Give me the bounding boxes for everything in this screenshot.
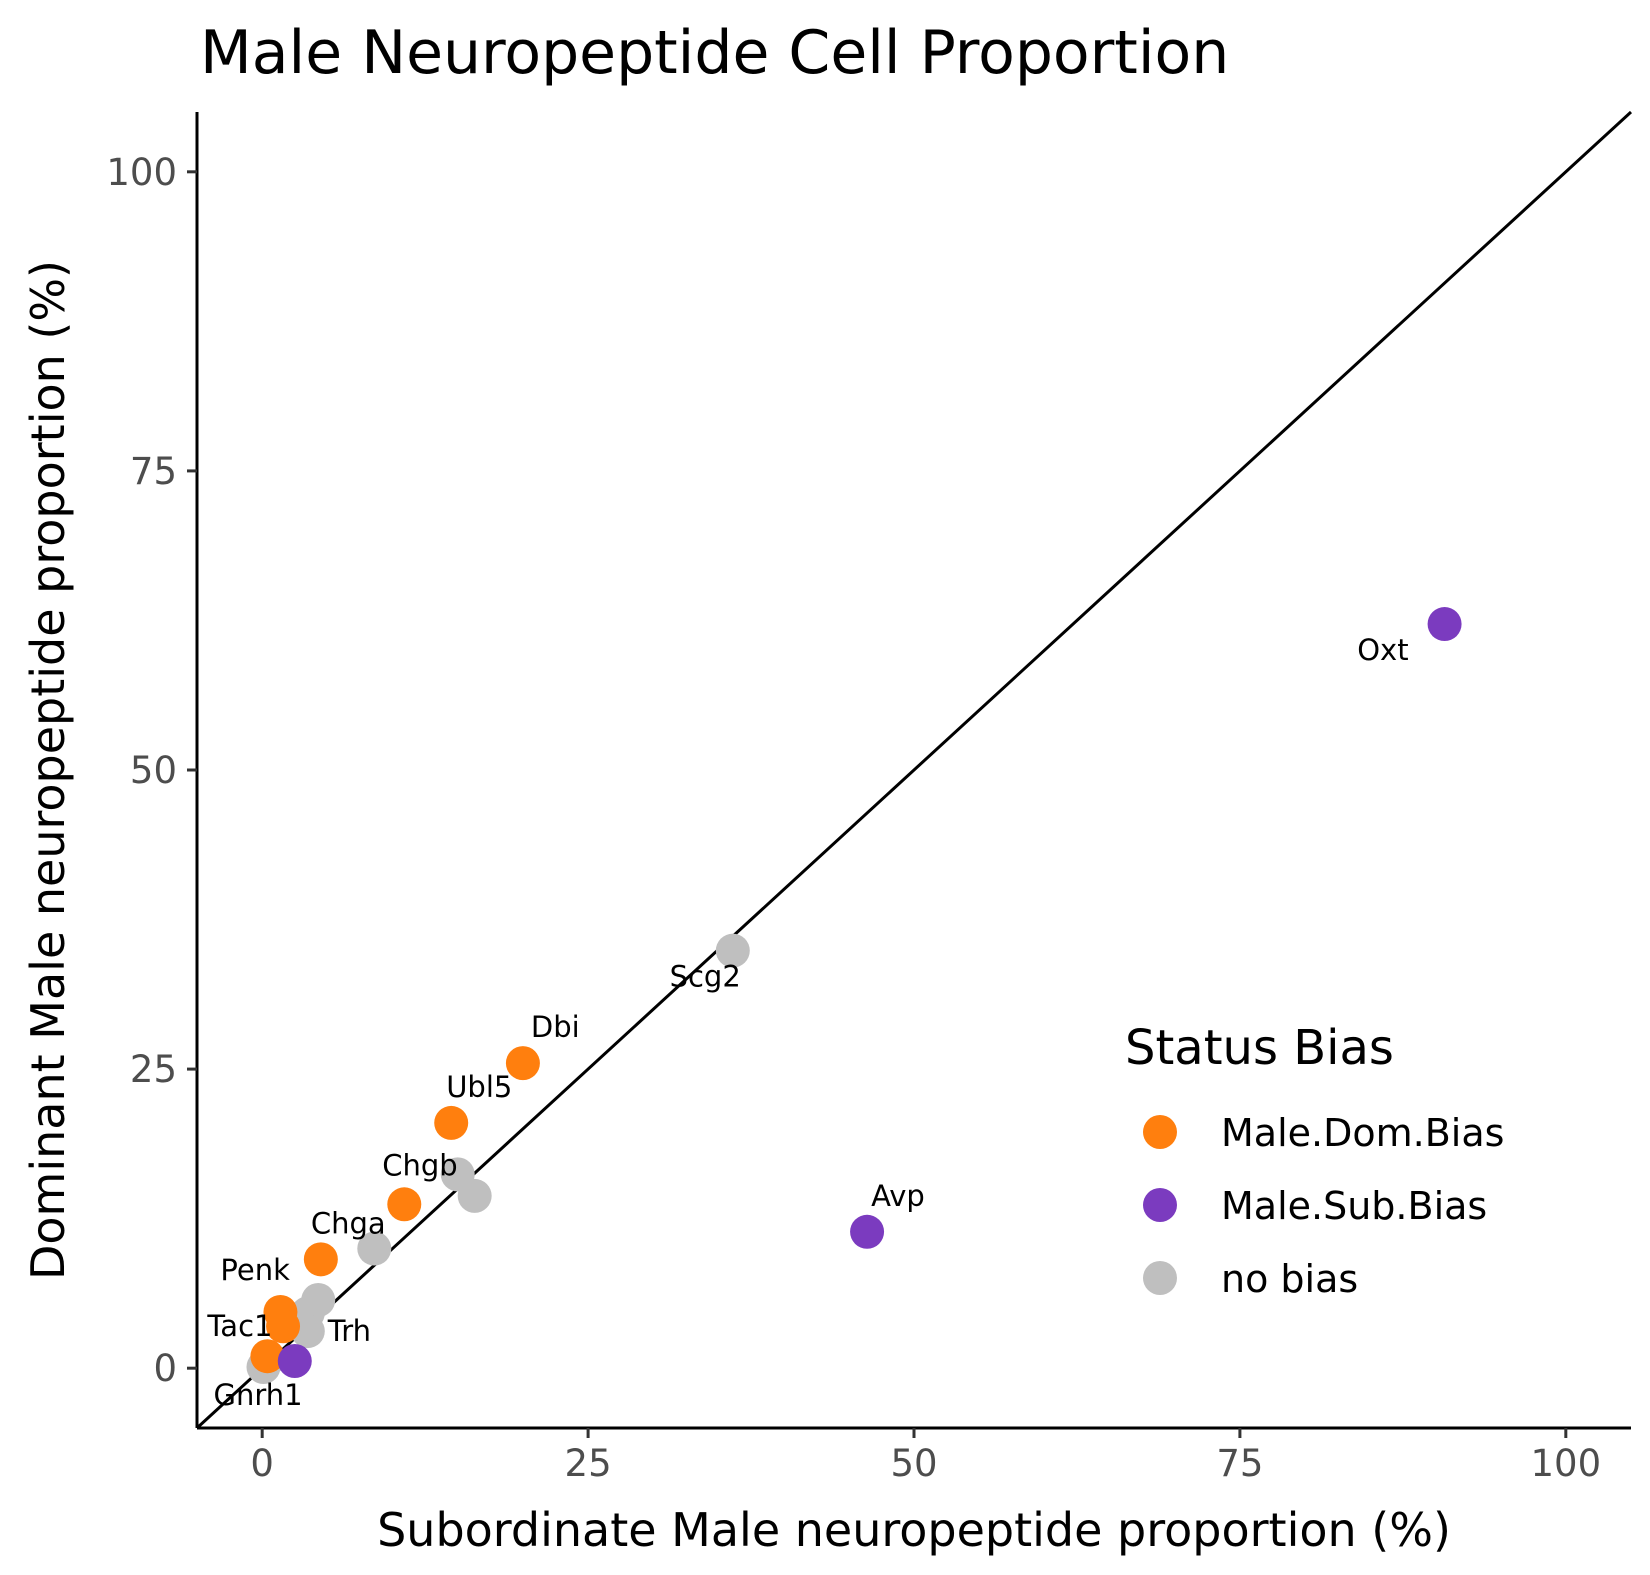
point-label: Dbi [531, 1010, 580, 1044]
identity-reference-line [197, 112, 1631, 1428]
plot-area: Oxt Avp Scg2 Dbi Ubl5 Chgb Chga Penk Tac1 Trh Gnrh… [106, 112, 1631, 1485]
x-tick-label: 75 [1216, 1442, 1263, 1485]
data-point [434, 1106, 468, 1140]
point-label: Chga [311, 1206, 386, 1240]
point-label: Tac1 [206, 1309, 272, 1343]
legend-items: Male.Dom.Bias Male.Sub.Bias no bias [1143, 1111, 1504, 1301]
y-tick-label: 25 [130, 1048, 177, 1091]
x-tick-label: 50 [890, 1442, 937, 1485]
data-point [278, 1344, 312, 1378]
data-point [304, 1242, 338, 1276]
point-label: Trh [327, 1314, 371, 1348]
y-tick-label: 50 [130, 749, 177, 792]
legend: Status Bias Male.Dom.Bias Male.Sub.Bias no… [1125, 1020, 1504, 1301]
y-axis-title: Dominant Male neuropeptide proportion (%… [21, 260, 75, 1280]
reference-line-layer [197, 112, 1631, 1428]
y-axis-ticks: 0 25 50 75 100 [106, 151, 197, 1390]
y-tick-label: 0 [153, 1347, 177, 1390]
legend-key [1143, 1188, 1177, 1222]
point-label: Penk [220, 1253, 290, 1287]
legend-title: Status Bias [1125, 1020, 1394, 1076]
y-tick-label: 100 [106, 151, 177, 194]
legend-key [1143, 1261, 1177, 1295]
chart-title: Male Neuropeptide Cell Proportion [200, 18, 1229, 88]
legend-label: no bias [1221, 1257, 1358, 1301]
data-point [458, 1179, 492, 1213]
point-label: Gnrh1 [213, 1378, 302, 1412]
data-point [1428, 607, 1462, 641]
x-tick-label: 100 [1531, 1442, 1602, 1485]
x-axis-ticks: 0 25 50 75 100 [250, 1428, 1601, 1485]
point-label: Scg2 [670, 960, 741, 994]
y-tick-label: 75 [130, 450, 177, 493]
x-axis-title: Subordinate Male neuropeptide proportion… [377, 1503, 1451, 1557]
data-point [850, 1215, 884, 1249]
legend-key [1143, 1115, 1177, 1149]
point-label: Chgb [382, 1148, 457, 1182]
legend-label: Male.Dom.Bias [1221, 1111, 1504, 1155]
legend-label: Male.Sub.Bias [1221, 1184, 1487, 1228]
point-label: Oxt [1357, 633, 1408, 667]
x-tick-label: 25 [565, 1442, 612, 1485]
point-label: Ubl5 [446, 1070, 512, 1104]
x-tick-label: 0 [250, 1442, 274, 1485]
data-point [387, 1187, 421, 1221]
point-label: Avp [871, 1179, 925, 1213]
